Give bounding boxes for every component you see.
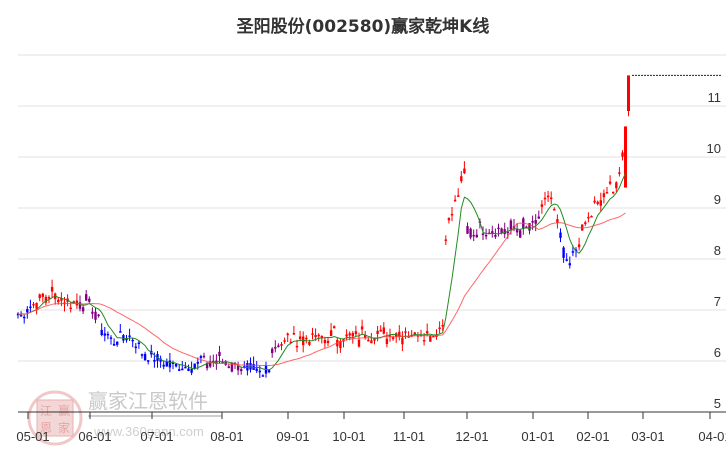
y-tick-label: 6 — [714, 345, 721, 360]
x-tick-label: 03-01 — [631, 429, 664, 444]
axes: 5 6 7 8 9 10 11 05-01 06-01 07-01 08-01 09-01 10-01 1… — [16, 90, 726, 444]
x-tick-label: 07-01 — [140, 429, 173, 444]
x-tick-label: 10-01 — [332, 429, 365, 444]
x-tick-label: 06-01 — [78, 429, 111, 444]
x-tick-label: 04-01 — [698, 429, 726, 444]
y-tick-label: 8 — [714, 243, 721, 258]
y-tick-label: 5 — [714, 396, 721, 411]
candlestick-series — [16, 74, 722, 378]
svg-text:赢家江恩软件: 赢家江恩软件 — [88, 389, 208, 413]
y-tick-label: 10 — [707, 141, 721, 156]
svg-text:江: 江 — [40, 404, 52, 418]
x-tick-label: 09-01 — [276, 429, 309, 444]
chart-title: 圣阳股份(002580)赢家乾坤K线 — [236, 17, 490, 37]
x-tick-label: 12-01 — [455, 429, 488, 444]
watermark: 江赢恩 家 赢家江恩软件 www.360gann.com — [27, 389, 222, 446]
svg-text:恩: 恩 — [40, 421, 52, 435]
x-tick-label: 11-01 — [393, 429, 425, 444]
y-tick-label: 11 — [708, 90, 722, 105]
y-tick-label: 9 — [714, 192, 721, 207]
y-tick-label: 7 — [714, 294, 721, 309]
x-tick-label: 08-01 — [210, 429, 243, 444]
gridlines — [18, 54, 726, 362]
svg-text:赢: 赢 — [58, 403, 70, 418]
moving-average-lines — [17, 172, 627, 371]
x-tick-label: 02-01 — [576, 429, 609, 444]
x-tick-label: 05-01 — [16, 429, 49, 444]
x-tick-label: 01-01 — [521, 429, 554, 444]
svg-text:家: 家 — [58, 420, 70, 435]
svg-text:www.360gann.com: www.360gann.com — [93, 424, 204, 439]
